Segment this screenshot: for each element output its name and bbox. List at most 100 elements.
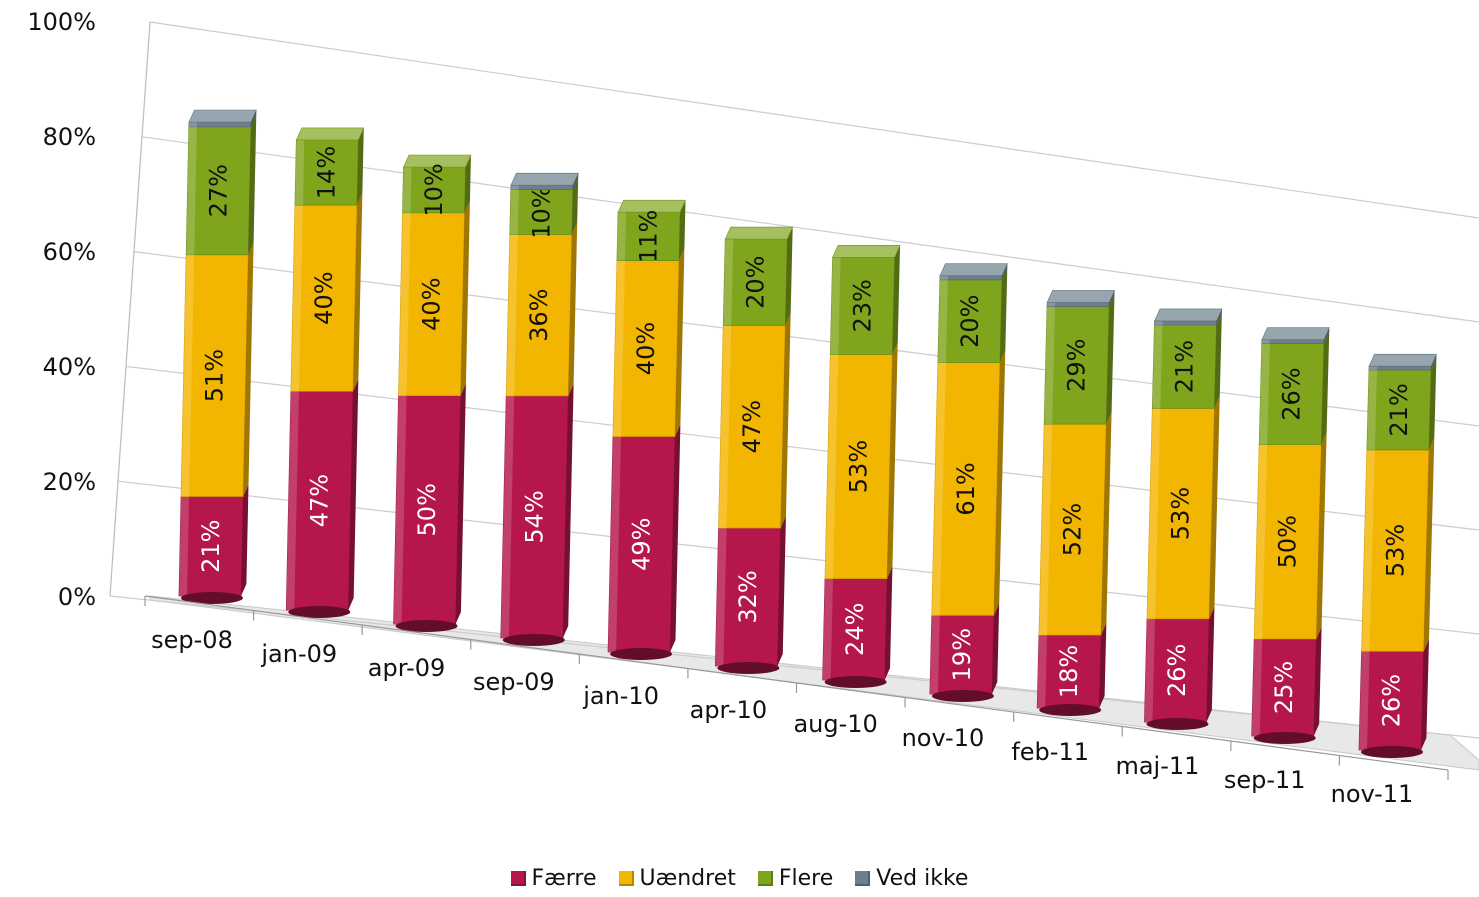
data-label: 23% [848,279,876,332]
bar-highlight [1047,302,1056,307]
bar-side [1099,622,1107,708]
data-label: 50% [1274,515,1302,568]
bar-highlight [398,212,411,396]
bar-side [455,383,466,624]
bar-side [1100,412,1112,635]
bar-side [460,200,470,396]
bar-highlight [179,496,190,596]
data-label: 11% [635,210,663,263]
bar-highlight [929,615,940,694]
bar-top [1261,327,1330,340]
x-tick-label: apr-10 [690,696,767,724]
bar-highlight [608,436,621,652]
bar-highlight [506,234,518,396]
x-tick-label: sep-08 [151,626,233,654]
data-label: 19% [948,628,976,681]
bar-highlight [510,185,519,190]
legend-item: Færre [510,866,597,891]
legend-item: Uændret [618,866,736,891]
bar-highlight [616,212,627,261]
legend-swatch [757,871,773,886]
bar-segment [510,184,574,191]
bar-highlight [1366,370,1377,450]
data-label: 10% [527,185,555,238]
bar-top [1046,290,1116,303]
data-label: 18% [1055,645,1083,698]
x-tick-label: feb-11 [1011,738,1089,766]
data-label: 27% [205,164,233,217]
bar-highlight [402,167,412,213]
bar-base [931,690,994,702]
bar-side [1216,308,1222,325]
x-tick-label: maj-11 [1115,752,1199,780]
bar-highlight [1254,444,1268,639]
x-tick-label: aug-10 [793,710,877,738]
bar-highlight [931,362,946,616]
bar-side [1001,263,1008,280]
legend: Færre Uændret Flere Ved ikke [0,866,1479,891]
bar-stack: 21% 51% 27% [178,109,257,604]
bar-side [892,245,901,355]
bar-side [241,484,249,596]
data-label: 40% [418,277,446,330]
bar-highlight [186,126,197,255]
bar-side [356,127,364,206]
bar-highlight [1038,424,1053,635]
bar-top [188,109,257,123]
data-label: 26% [1278,367,1306,420]
bar-highlight [1359,651,1370,750]
bar-side [248,114,257,255]
bar-top [832,244,901,258]
bar-highlight [393,395,407,624]
bar-highlight [188,122,197,127]
y-tick-label: 0% [58,583,96,611]
bar-base [717,662,780,674]
data-label: 10% [420,163,448,216]
data-label: 24% [841,603,869,656]
legend-swatch [618,871,634,886]
bar-stack: 26% 53% 21% [1358,353,1437,758]
bar-side [1321,331,1330,445]
data-label: 32% [734,570,762,623]
bar-highlight [1154,320,1163,325]
bar-base [1253,732,1316,744]
bar-side [568,222,578,396]
data-label: 29% [1063,339,1091,392]
bar-highlight [937,279,948,363]
bar-highlight [939,275,949,280]
grid-layer [109,21,1479,771]
bar-highlight [1259,343,1270,445]
data-label: 26% [1377,674,1405,727]
bar-side [777,515,786,666]
y-tick-label: 40% [43,353,96,381]
data-label: 20% [956,295,984,348]
bar-stack: 18% 52% 29% [1036,290,1116,716]
bar-stack: 54% 36% 10% [500,172,579,646]
x-tick-label: apr-09 [368,654,445,682]
chart-floor [149,595,1479,771]
bar-highlight [1152,324,1163,409]
data-label: 53% [845,440,873,493]
bar-side [562,383,574,638]
bar-highlight [1037,634,1047,708]
y-tick-label: 100% [27,8,96,36]
bar-highlight [500,395,515,638]
data-label: 54% [521,490,549,543]
bar-base [502,634,565,646]
x-tick-label: jan-10 [582,682,659,710]
bar-side [1428,358,1437,450]
data-label: 52% [1059,503,1087,556]
data-label: 53% [1381,524,1409,577]
bar-highlight [1144,618,1156,722]
bar-highlight [1261,339,1270,344]
bar-side [1206,606,1215,722]
bar-side [1106,294,1115,425]
bar-side [1109,290,1115,307]
bar-top [617,199,686,213]
bar-top [295,127,365,141]
bar-segment [188,121,252,128]
bar-top [1154,308,1223,322]
bar-stack: 26% 53% 21% [1144,308,1223,730]
bar-stack: 49% 40% 11% [607,199,686,660]
